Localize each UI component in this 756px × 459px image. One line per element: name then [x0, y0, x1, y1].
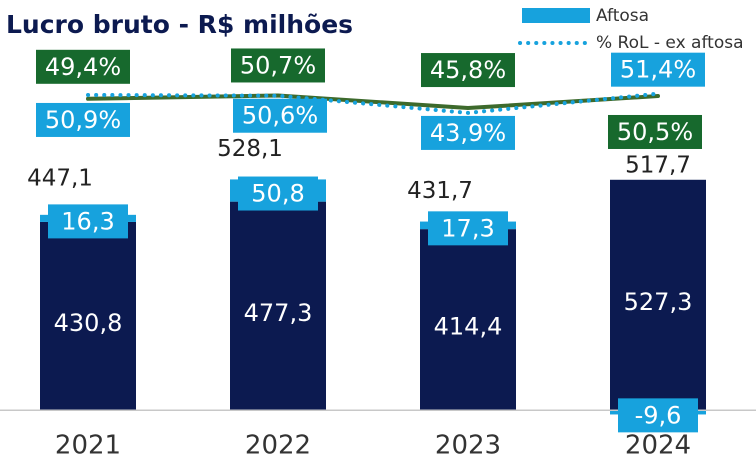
label-box [421, 53, 515, 88]
bar [610, 179, 706, 411]
x-tick-label: 2023 [435, 431, 501, 459]
legend-label: Aftosa [596, 6, 649, 26]
legend: Aftosa % RoL - ex aftosa [518, 6, 744, 53]
legend-swatch [522, 8, 590, 23]
bar [420, 229, 516, 411]
label-box [238, 176, 318, 211]
data-label: 49,4% [45, 53, 121, 81]
line [86, 91, 660, 115]
data-label: 16,3 [61, 207, 114, 235]
label-box [428, 211, 508, 246]
label-box [36, 49, 130, 84]
label-box [608, 114, 702, 149]
x-tick-label: 2022 [245, 431, 311, 459]
label-box [233, 98, 327, 133]
label-box [48, 204, 128, 239]
data-label: 50,9% [45, 106, 121, 134]
data-label: 51,4% [620, 56, 696, 84]
x-tick-label: 2021 [55, 431, 121, 459]
label-box [421, 115, 515, 150]
data-label: -9,6 [635, 401, 682, 429]
chart-title: Lucro bruto - R$ milhões [6, 10, 353, 39]
data-label: 50,8 [251, 180, 304, 208]
data-label: 50,5% [617, 118, 693, 146]
label-box [611, 52, 705, 87]
data-label: 50,7% [240, 51, 316, 79]
data-label: 17,3 [441, 214, 494, 242]
total-label: 528,1 [217, 136, 283, 162]
total-label: 447,1 [27, 165, 93, 191]
legend-label: % RoL - ex aftosa [596, 33, 744, 53]
bar-label: 527,3 [624, 288, 693, 316]
bar-label: 477,3 [244, 299, 313, 327]
data-label: 43,9% [430, 119, 506, 147]
label-box [36, 102, 130, 137]
total-label: 431,7 [407, 178, 473, 204]
bar-label: 414,4 [434, 313, 503, 341]
x-tick-label: 2024 [625, 431, 691, 459]
bar [230, 201, 326, 411]
label-box [618, 398, 698, 433]
bar [40, 221, 136, 411]
label-box [231, 48, 325, 83]
data-label: 45,8% [430, 56, 506, 84]
total-label: 517,7 [625, 152, 691, 178]
data-label: 50,6% [242, 102, 318, 130]
bar-label: 430,8 [54, 309, 123, 337]
